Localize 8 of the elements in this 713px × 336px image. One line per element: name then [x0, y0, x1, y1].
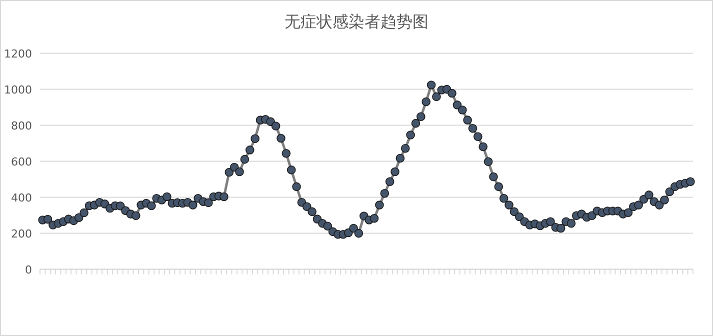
chart-title: 无症状感染者趋势图: [284, 12, 428, 31]
y-tick-label: 400: [11, 191, 32, 204]
y-tick-label: 1200: [4, 47, 32, 60]
y-tick-label: 800: [11, 119, 32, 132]
y-tick-label: 600: [11, 155, 32, 168]
y-tick-label: 1000: [4, 83, 32, 96]
y-tick-label: 200: [11, 227, 32, 240]
y-tick-label: 0: [25, 263, 32, 276]
